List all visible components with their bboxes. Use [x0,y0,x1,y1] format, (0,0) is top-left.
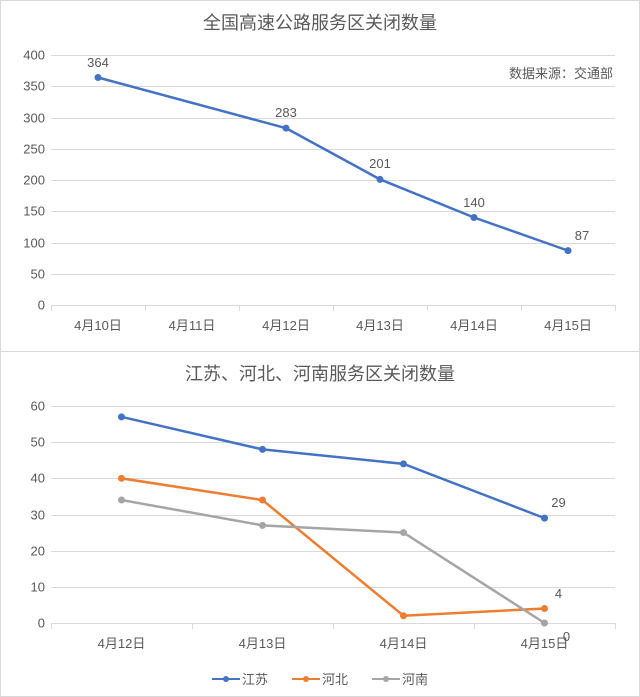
series-marker [259,497,266,504]
x-tick-label: 4月15日 [521,623,569,652]
series-marker [400,529,407,536]
chart-title: 江苏、河北、河南服务区关闭数量 [1,352,639,386]
x-tick-label: 4月15日 [544,305,592,334]
series-line [122,417,545,518]
legend-swatch [372,676,400,682]
data-label: 201 [369,156,391,171]
series-line [98,78,568,251]
legend-swatch [212,676,240,682]
x-tick-label: 4月12日 [98,623,146,652]
x-tick-mark [51,305,52,311]
series-marker [118,475,125,482]
data-label: 29 [551,495,565,510]
x-tick-label: 4月13日 [239,623,287,652]
y-tick-label: 200 [23,173,51,188]
data-label: 140 [463,195,485,210]
series-marker [95,74,102,81]
x-tick-mark [474,623,475,629]
series-marker [283,125,290,132]
series-marker [118,413,125,420]
data-label: 283 [275,105,297,120]
data-label: 364 [87,55,109,70]
x-tick-label: 4月11日 [169,305,216,334]
x-tick-mark [333,623,334,629]
legend-label: 河南 [402,669,428,688]
x-tick-mark [192,623,193,629]
series-marker [400,612,407,619]
series-marker [377,176,384,183]
legend-swatch [292,676,320,682]
y-tick-label: 350 [23,79,51,94]
y-tick-label: 30 [31,507,51,522]
legend-item: 河南 [372,669,428,688]
chart-panel: 江苏、河北、河南服务区关闭数量01020304050604月12日4月13日4月… [0,352,640,697]
x-tick-label: 4月10日 [74,305,122,334]
chart-title: 全国高速公路服务区关闭数量 [1,1,639,35]
series-marker [541,605,548,612]
series-svg [51,406,615,623]
legend-label: 河北 [322,669,348,688]
y-tick-label: 10 [31,579,51,594]
series-marker [259,446,266,453]
y-tick-label: 150 [23,204,51,219]
legend-item: 江苏 [212,669,268,688]
y-tick-label: 50 [31,435,51,450]
series-line [122,478,545,615]
chart-panel: 全国高速公路服务区关闭数量数据来源：交通部0501001502002503003… [0,0,640,352]
plot-area: 0501001502002503003504004月10日4月11日4月12日4… [51,55,615,305]
series-marker [541,515,548,522]
y-tick-label: 0 [38,616,51,631]
series-marker [400,460,407,467]
y-tick-label: 300 [23,110,51,125]
series-marker [118,497,125,504]
plot-area: 01020304050604月12日4月13日4月14日4月15日2940 [51,406,615,623]
y-tick-label: 50 [31,266,51,281]
x-tick-mark [615,305,616,311]
y-tick-label: 100 [23,235,51,250]
y-tick-label: 40 [31,471,51,486]
y-tick-label: 20 [31,543,51,558]
series-svg [51,55,615,305]
series-marker [565,247,572,254]
y-tick-label: 250 [23,141,51,156]
series-marker [541,620,548,627]
x-tick-label: 4月13日 [356,305,404,334]
series-marker [259,522,266,529]
legend: 江苏 河北 河南 [1,669,639,688]
y-tick-label: 0 [38,298,51,313]
legend-label: 江苏 [242,669,268,688]
x-tick-mark [239,305,240,311]
legend-item: 河北 [292,669,348,688]
x-tick-label: 4月14日 [380,623,428,652]
y-tick-label: 400 [23,48,51,63]
data-label: 87 [575,228,589,243]
x-tick-label: 4月12日 [262,305,310,334]
x-tick-mark [51,623,52,629]
series-line [122,500,545,623]
data-label: 0 [563,629,570,644]
data-label: 4 [555,586,562,601]
x-tick-mark [521,305,522,311]
x-tick-mark [615,623,616,629]
x-tick-mark [427,305,428,311]
series-marker [471,214,478,221]
y-tick-label: 60 [31,399,51,414]
x-tick-mark [145,305,146,311]
x-tick-label: 4月14日 [450,305,498,334]
x-tick-mark [333,305,334,311]
